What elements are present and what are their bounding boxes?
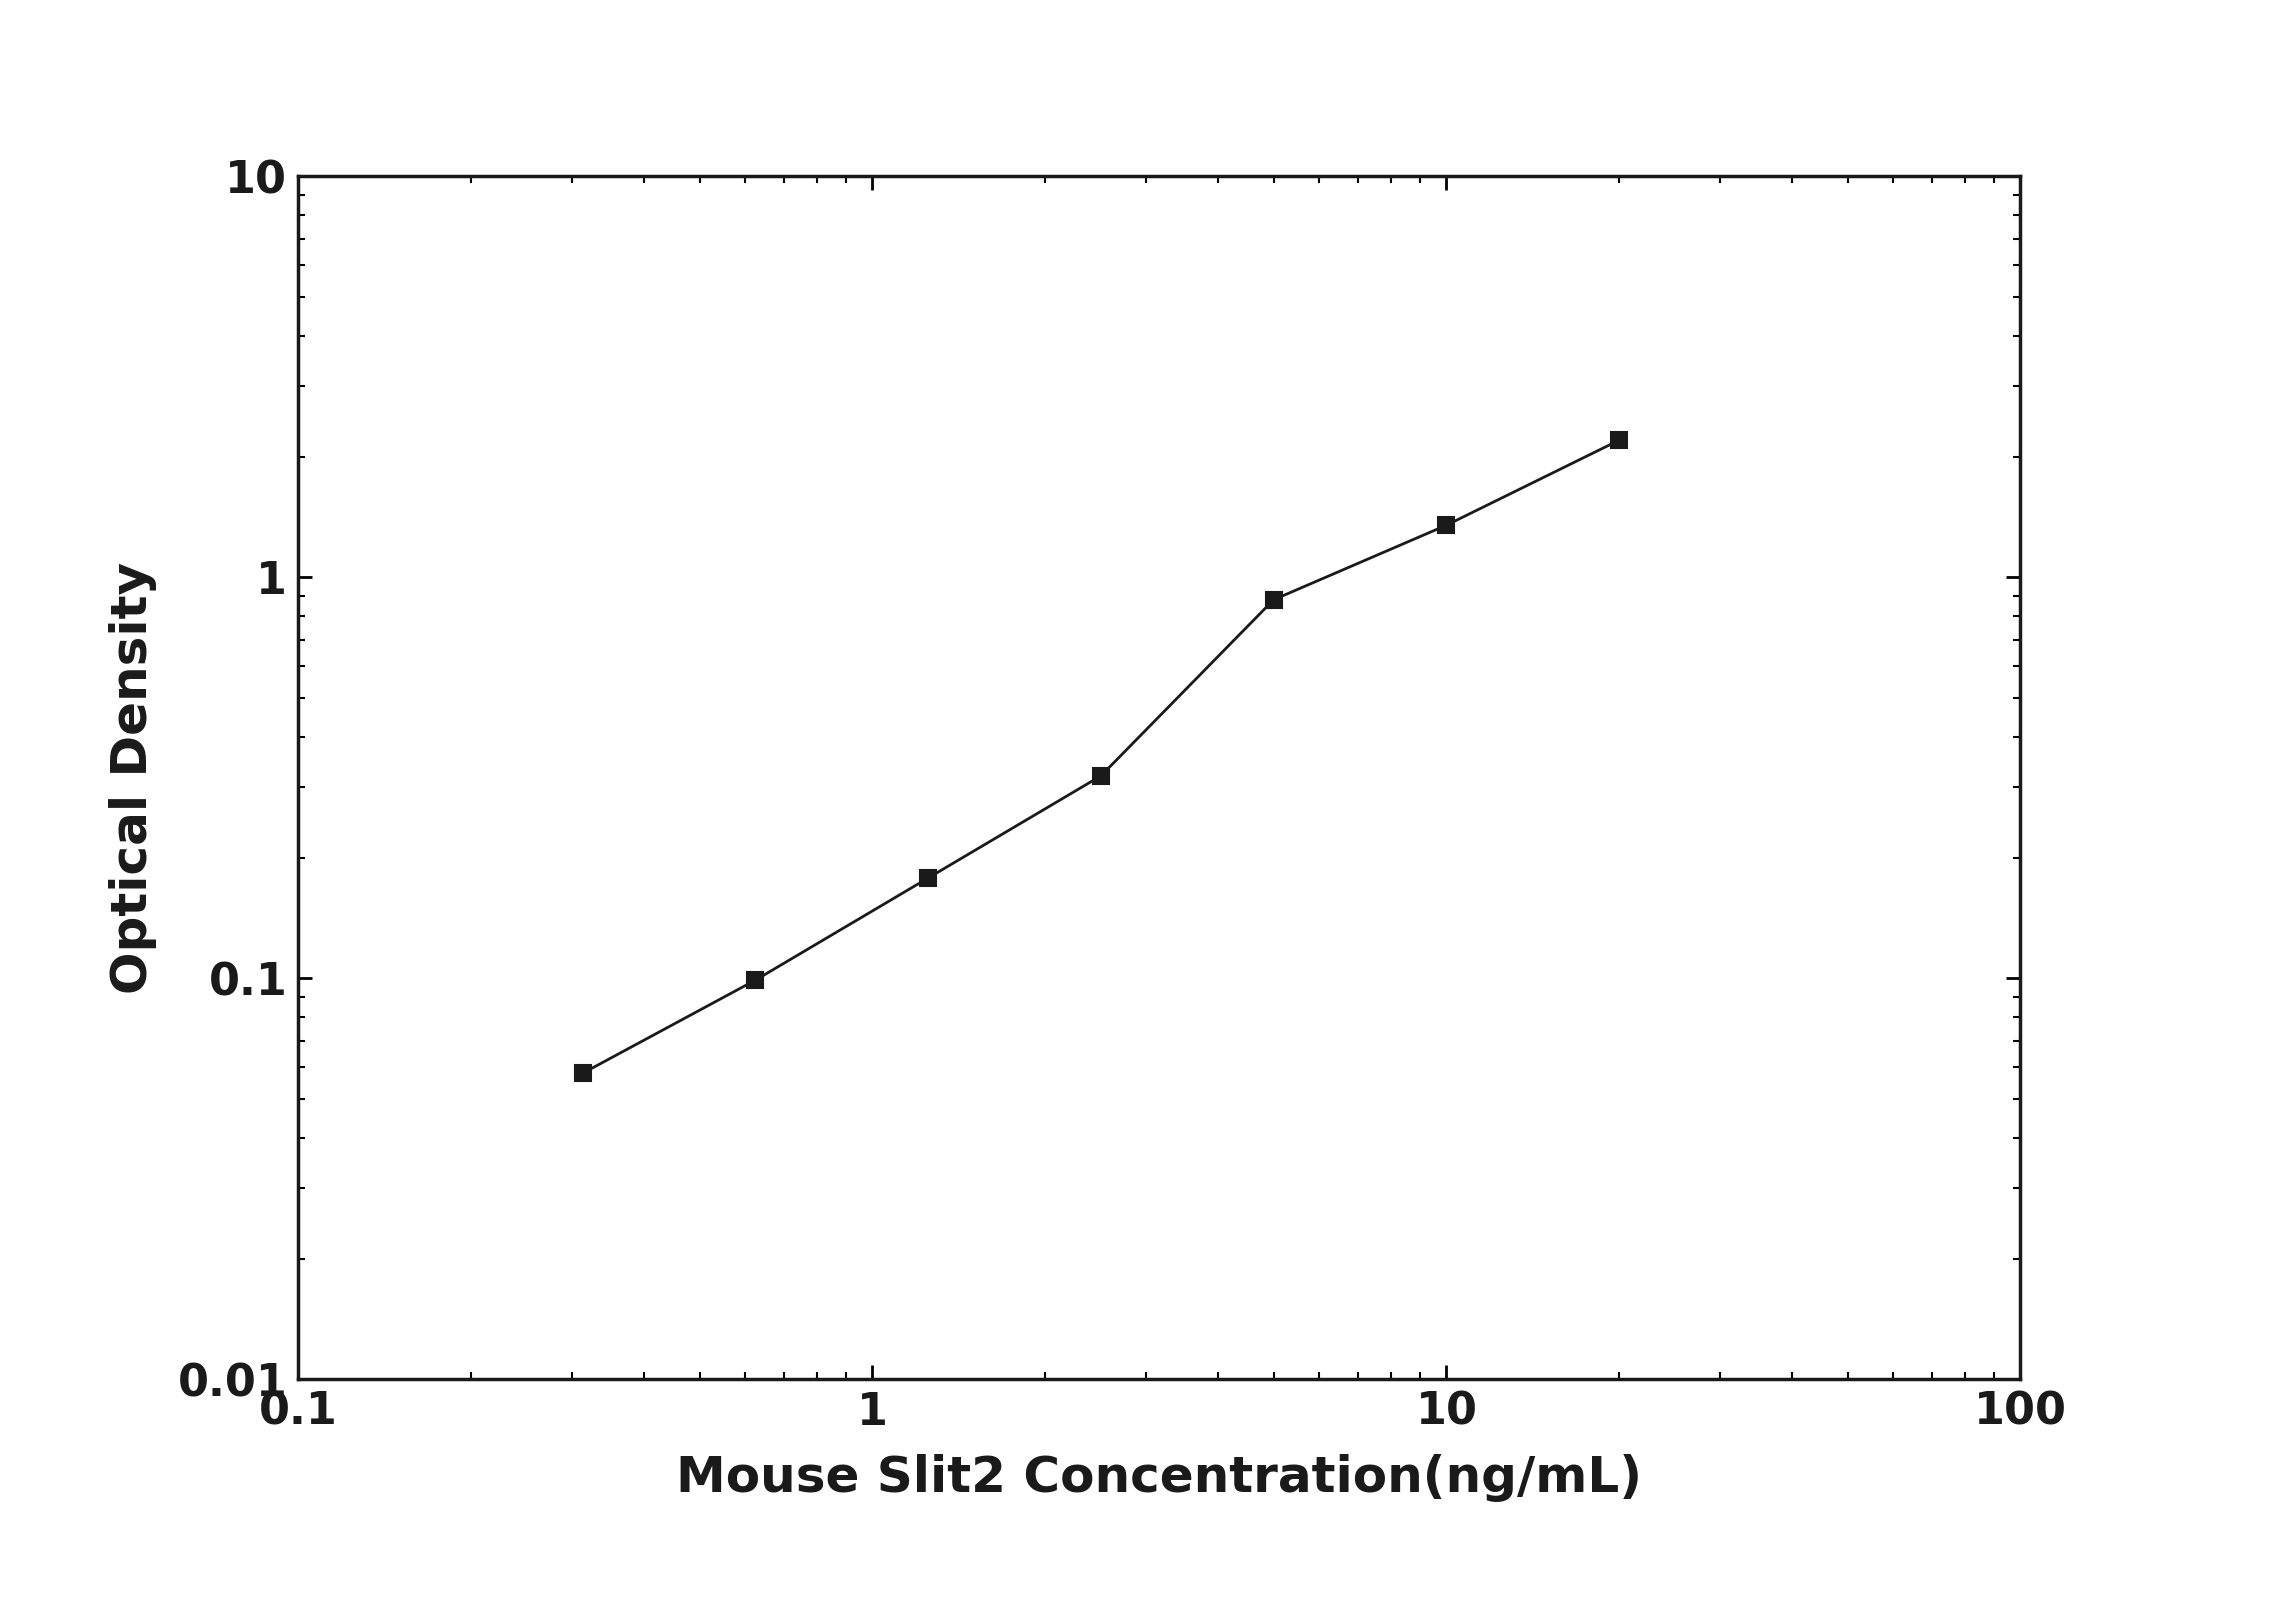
- X-axis label: Mouse Slit2 Concentration(ng/mL): Mouse Slit2 Concentration(ng/mL): [677, 1455, 1642, 1503]
- Y-axis label: Optical Density: Optical Density: [108, 561, 156, 994]
